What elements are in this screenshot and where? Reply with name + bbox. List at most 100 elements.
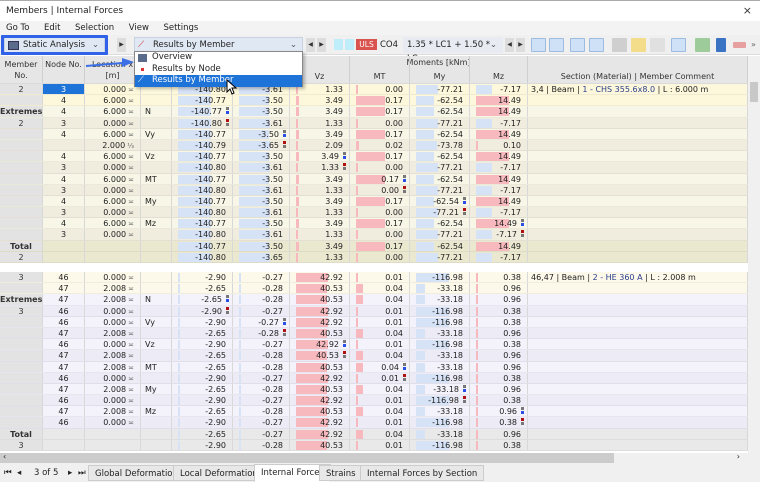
table-row[interactable]: 47 2.008 ≍ -2.65 -0.28 40.53 0.04 -33.18 0.96 (0, 283, 748, 295)
col-node[interactable]: Node No. (43, 56, 85, 83)
node-no[interactable]: 4 (43, 195, 85, 207)
scroll-thumb[interactable] (750, 82, 758, 102)
table-row[interactable]: Total -2.65 -0.27 42.92 0.04 -33.18 0.96 (0, 428, 748, 440)
combo-dropdown[interactable]: 1.35 * LC1 + 1.50 * LC... ⌄ (403, 37, 503, 64)
next-arrow-icon[interactable]: ▶ (117, 38, 126, 52)
node-no[interactable]: 46 (43, 417, 85, 428)
table-icon[interactable] (612, 38, 627, 52)
menu-selection[interactable]: Selection (75, 23, 115, 33)
section-icon[interactable] (671, 38, 686, 52)
table-gray-icon[interactable] (650, 38, 665, 52)
filter-icon[interactable] (716, 38, 726, 52)
table-row[interactable]: 47 2.008 ≍ Mz -2.65 -0.28 40.53 0.04 -33.18 0.96 (0, 406, 748, 418)
menu-settings[interactable]: Settings (163, 23, 199, 33)
table-row[interactable]: 47 2.008 ≍ My -2.65 -0.28 40.53 0.04 -33.18 0.96 (0, 383, 748, 396)
node-no[interactable]: 3 (43, 229, 85, 240)
node-no[interactable]: 47 (43, 406, 85, 417)
node-no[interactable]: 47 (43, 283, 85, 294)
tab-strains[interactable]: Strains (319, 465, 363, 481)
xxx-values-icon[interactable] (589, 38, 604, 52)
table-row[interactable]: Extremes 47 2.008 ≍ N -2.65 -0.28 40.53 0.04 -33.… (0, 294, 748, 306)
table-row[interactable]: 3 0.000 ≍ -140.80 -3.61 1.33 0.00 -77.21 -7.17 (0, 162, 748, 174)
more-icon[interactable]: » (751, 40, 756, 49)
table-row[interactable]: 46 0.000 ≍ -2.90 -0.27 42.92 0.01 -116.98 0.38 (0, 417, 748, 429)
next-arrow-icon[interactable]: ▶ (516, 38, 525, 52)
col-member[interactable]: Member No. (0, 56, 43, 83)
scroll-left-icon[interactable]: ‹ (3, 452, 7, 461)
settings-lines-icon[interactable] (733, 42, 746, 48)
node-no[interactable]: 3 (43, 117, 85, 128)
table-row[interactable]: 4 6.000 ≍ MT -140.77 -3.50 3.49 0.17 -62.54 14.49 (0, 173, 748, 185)
node-no[interactable]: 3 (43, 207, 85, 218)
node-no[interactable]: 4 (43, 218, 85, 229)
table-row[interactable]: 4 6.000 ≍ Vz -140.77 -3.50 3.49 0.17 -62.54 14.49 (0, 151, 748, 163)
last-page-icon[interactable]: ⏭ (78, 468, 86, 478)
node-no[interactable]: 4 (43, 151, 85, 162)
node-no[interactable]: 3 (43, 84, 85, 95)
prev-arrow-icon[interactable]: ◀ (306, 38, 315, 52)
table-yellow-icon[interactable] (631, 38, 646, 52)
table-row[interactable]: 4 6.000 ≍ -140.77 -3.50 3.49 0.17 -62.54 14.49 (0, 95, 748, 107)
table-row[interactable]: 3 0.000 ≍ -140.80 -3.61 1.33 0.00 -77.21 -7.17 (0, 207, 748, 219)
menu-view[interactable]: View (128, 23, 149, 33)
table-row[interactable]: 3 46 0.000 ≍ -2.90 -0.27 42.92 0.01 -116.98 0.38 4… (0, 272, 748, 284)
next-page-icon[interactable]: ▸ (68, 468, 73, 478)
node-no[interactable] (43, 240, 85, 251)
horizontal-scrollbar[interactable]: ‹ › (0, 452, 760, 463)
node-no[interactable]: 47 (43, 294, 85, 305)
table-row[interactable]: 3 0.000 ≍ -140.80 -3.61 1.33 0.00 -77.21 -7.17 (0, 184, 748, 196)
node-no[interactable]: 46 (43, 272, 85, 283)
prev-page-icon[interactable]: ◂ (17, 468, 22, 478)
node-no[interactable]: 47 (43, 361, 85, 372)
tab-local-deformations[interactable]: Local Deformations (173, 465, 270, 481)
table-row[interactable]: 4 6.000 ≍ Mz -140.77 -3.50 3.49 0.17 -62.54 14.49 (0, 218, 748, 230)
table-row[interactable]: 3 46 0.000 ≍ -2.90 -0.27 42.92 0.01 -116.98 0.38 (0, 305, 748, 317)
col-section[interactable]: Section (Material) | Member Comment (528, 56, 748, 83)
node-no[interactable]: 46 (43, 339, 85, 350)
col-mz[interactable]: Mz (470, 56, 528, 83)
table-row[interactable]: Extremes 4 6.000 ≍ N -140.77 -3.50 3.49 0.17 -62.… (0, 106, 748, 118)
node-no[interactable]: 4 (43, 95, 85, 106)
col-vz[interactable]: Vz (290, 56, 350, 83)
menu-item-results-by-member[interactable]: ⟋ Results by Member (135, 75, 302, 87)
select-icon[interactable] (531, 38, 546, 52)
section-link[interactable]: 1 - CHS 355.6x8.0 (582, 85, 656, 94)
table-row[interactable]: 3 0.000 ≍ -140.80 -3.61 1.33 0.00 -77.21 -7.17 (0, 229, 748, 241)
menu-edit[interactable]: Edit (43, 23, 61, 33)
table-row[interactable]: 4 6.000 ≍ My -140.77 -3.50 3.49 0.17 -62.54 14.49 (0, 195, 748, 208)
node-no[interactable]: 47 (43, 383, 85, 395)
table-row[interactable]: 3 -2.90 -0.28 40.53 0.01 -116.98 0.38 (0, 439, 748, 451)
node-no[interactable] (43, 439, 85, 450)
table-row[interactable]: 46 0.000 ≍ Vz -2.90 -0.27 42.92 0.01 -116.98 0.38 (0, 339, 748, 351)
table-row[interactable]: 47 2.008 ≍ -2.65 -0.28 40.53 0.04 -33.18 0.96 (0, 327, 748, 340)
col-my[interactable]: My (410, 56, 470, 83)
node-no[interactable]: 3 (43, 184, 85, 195)
node-no[interactable]: 46 (43, 395, 85, 406)
node-no[interactable]: 47 (43, 350, 85, 361)
node-no[interactable]: 46 (43, 372, 85, 383)
close-icon[interactable]: × (742, 4, 752, 17)
node-no[interactable]: 46 (43, 305, 85, 316)
node-no[interactable] (43, 251, 85, 262)
table-row[interactable]: 2 -140.80 -3.65 1.33 0.00 -77.21 -7.17 (0, 251, 748, 263)
first-page-icon[interactable]: ⏮ (4, 468, 12, 478)
table-row[interactable]: 2 3 0.000 ≍ -140.80 -3.61 1.33 0.00 -77.21 -7.17 (0, 117, 748, 129)
node-no[interactable]: 3 (43, 162, 85, 173)
node-no[interactable]: 4 (43, 128, 85, 139)
node-no[interactable] (43, 428, 85, 439)
export-icon[interactable] (695, 38, 710, 52)
table-row[interactable]: 47 2.008 ≍ MT -2.65 -0.28 40.53 0.04 -33.18 0.96 (0, 361, 748, 373)
table-row[interactable]: 46 0.000 ≍ -2.90 -0.27 42.92 0.01 -116.98 0.38 (0, 395, 748, 407)
table-row[interactable]: 47 2.008 ≍ -2.65 -0.28 40.53 0.04 -33.18 0.96 (0, 350, 748, 362)
prev-arrow-icon[interactable]: ◀ (505, 38, 514, 52)
table-row[interactable]: 4 6.000 ≍ Vy -140.77 -3.50 3.49 0.17 -62.54 14.49 (0, 128, 748, 140)
scroll-right-icon[interactable]: › (736, 452, 740, 461)
table-row[interactable]: 2 3 0.000 ≍ -140.80 -3.61 1.33 0.00 -77.21 -7.17 3… (0, 84, 748, 96)
menu-item-results-by-node[interactable]: Results by Node (135, 64, 302, 76)
table-row[interactable]: 2.000 ⅓ -140.79 -3.65 2.09 0.02 -73.78 0.10 (0, 139, 748, 152)
section-link[interactable]: 2 - HE 360 A (592, 273, 643, 282)
menu-go-to[interactable]: Go To (6, 23, 30, 33)
node-no[interactable]: 4 (43, 106, 85, 117)
node-no[interactable]: 46 (43, 316, 85, 327)
node-no[interactable]: 47 (43, 327, 85, 339)
